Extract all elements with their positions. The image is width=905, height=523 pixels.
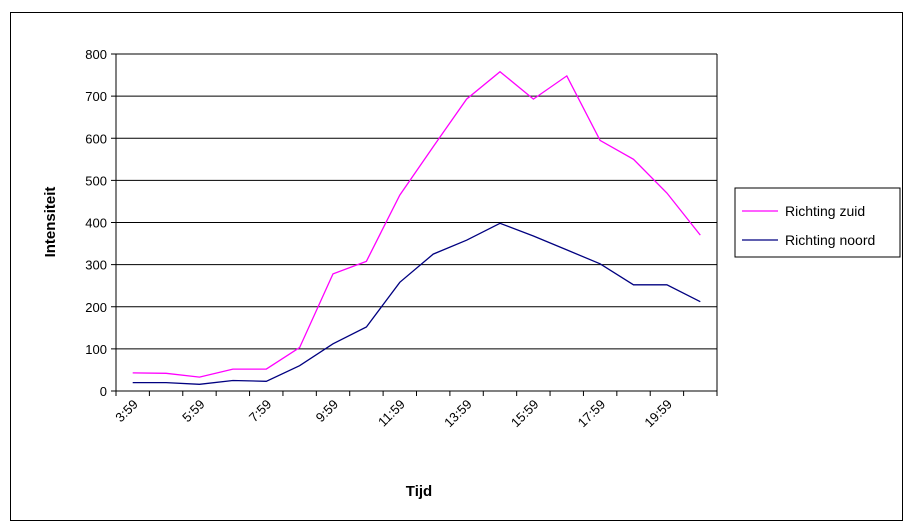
y-tick-label-800: 800: [85, 47, 107, 62]
series-line-0: [132, 70, 701, 378]
series-line-1: [132, 222, 701, 385]
y-tick-label-600: 600: [85, 131, 107, 146]
x-tick-labels: 3:59 5:59 7:59 9:59 11:59 13:59 15:59 17:59 19:5…: [112, 397, 675, 431]
y-tick-label-300: 300: [85, 258, 107, 273]
x-tick-label-8: 19:59: [641, 397, 675, 431]
y-tick-label-100: 100: [85, 342, 107, 357]
legend-label-0: Richting zuid: [785, 203, 865, 219]
series-lines: [132, 70, 701, 385]
y-tick-label-0: 0: [100, 384, 107, 399]
y-tick-label-500: 500: [85, 173, 107, 188]
y-tick-labels: 0 100 200 300 400 500 600 700 800: [85, 47, 107, 399]
x-tick-label-1: 5:59: [179, 397, 208, 426]
x-tick-label-7: 17:59: [575, 397, 609, 431]
legend: Richting zuid Richting noord: [734, 187, 901, 258]
x-tick-label-3: 9:59: [313, 397, 342, 426]
chart-frame: [10, 12, 903, 521]
legend-box: [734, 187, 901, 258]
x-tick-label-2: 7:59: [246, 397, 275, 426]
y-tick-label-200: 200: [85, 300, 107, 315]
axes: [111, 53, 718, 396]
gridlines: [116, 53, 717, 350]
y-tick-label-400: 400: [85, 216, 107, 231]
legend-label-1: Richting noord: [785, 232, 875, 248]
x-tick-label-4: 11:59: [375, 397, 408, 430]
y-tick-label-700: 700: [85, 89, 107, 104]
x-tick-label-5: 13:59: [441, 397, 475, 431]
x-axis-title: Tijd: [406, 483, 432, 500]
y-axis-title: Intensiteit: [42, 187, 59, 258]
x-tick-label-0: 3:59: [112, 397, 141, 426]
x-tick-label-6: 15:59: [508, 397, 542, 431]
